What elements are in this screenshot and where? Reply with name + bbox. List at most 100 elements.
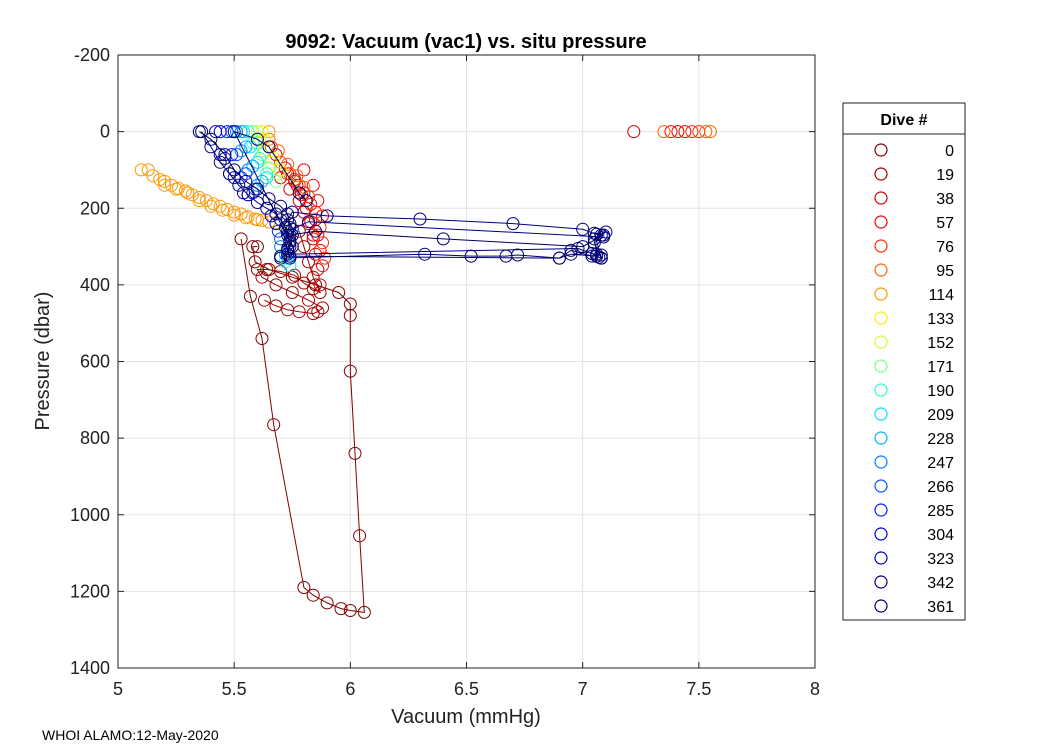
legend-marker xyxy=(874,359,888,373)
data-point xyxy=(192,194,206,208)
data-point xyxy=(283,249,297,263)
x-tick-label: 6 xyxy=(345,679,355,699)
data-point xyxy=(311,305,325,319)
legend-entry: 38 xyxy=(874,191,954,208)
data-point xyxy=(234,171,248,185)
data-point xyxy=(227,171,241,185)
data-point xyxy=(204,199,218,213)
y-tick-label: 400 xyxy=(80,275,110,295)
data-point xyxy=(232,178,246,192)
legend-entry: 57 xyxy=(874,215,954,232)
legend-marker xyxy=(874,527,888,541)
data-point xyxy=(260,263,274,276)
data-point xyxy=(597,228,611,242)
data-point xyxy=(158,178,171,192)
data-point xyxy=(234,207,248,221)
data-point xyxy=(271,144,285,158)
data-point xyxy=(213,199,227,213)
data-point xyxy=(181,186,195,200)
y-tick-label: 1400 xyxy=(70,658,110,678)
data-point xyxy=(255,125,269,139)
data-point xyxy=(353,529,367,543)
data-point xyxy=(292,194,306,208)
data-point xyxy=(257,293,271,307)
data-point xyxy=(239,140,253,154)
data-point xyxy=(302,293,315,307)
data-point xyxy=(304,197,318,211)
legend-entries: 0 19 38 57 76 95 114 133 152 171 190 209 228 247 266 28… xyxy=(874,143,954,616)
data-point xyxy=(262,192,276,206)
data-point xyxy=(297,581,311,594)
legend-marker xyxy=(874,599,888,613)
data-point xyxy=(250,155,264,169)
data-point xyxy=(158,174,171,188)
legend-entry: 323 xyxy=(874,551,954,568)
legend-marker xyxy=(874,311,888,325)
data-point xyxy=(227,125,241,139)
data-point xyxy=(204,140,218,154)
x-axis: 5 5.5 6 6.5 7 7.5 8 xyxy=(113,55,820,699)
data-point xyxy=(306,228,320,242)
data-point xyxy=(269,148,283,162)
data-point xyxy=(206,197,220,211)
legend-marker xyxy=(874,335,888,349)
data-point xyxy=(250,263,264,276)
legend-label: 19 xyxy=(936,167,954,184)
x-tick-label: 5 xyxy=(113,679,123,699)
data-point xyxy=(255,148,269,162)
data-point xyxy=(664,125,678,139)
data-point xyxy=(248,255,262,269)
data-point xyxy=(234,232,248,246)
data-point xyxy=(357,605,371,619)
data-point xyxy=(223,167,236,181)
legend-entry: 114 xyxy=(874,287,954,304)
data-point xyxy=(311,228,325,242)
data-point xyxy=(178,184,192,198)
data-point xyxy=(192,191,206,204)
data-point xyxy=(316,236,329,250)
data-point xyxy=(594,251,608,265)
y-tick-label: 1000 xyxy=(70,505,110,525)
data-point xyxy=(213,125,227,139)
legend-label: 152 xyxy=(927,335,954,352)
legend-entry: 152 xyxy=(874,335,954,352)
data-point xyxy=(241,188,255,202)
data-point xyxy=(436,232,450,246)
data-point xyxy=(316,301,329,315)
legend-marker xyxy=(874,551,888,565)
legend-label: 209 xyxy=(927,407,954,424)
legend-marker xyxy=(874,263,888,277)
legend-entry: 247 xyxy=(874,455,954,472)
data-point xyxy=(306,178,320,192)
data-point xyxy=(250,196,264,209)
data-point xyxy=(552,251,566,265)
data-point xyxy=(285,240,299,254)
data-point xyxy=(246,136,260,150)
data-point xyxy=(246,240,260,254)
data-point xyxy=(255,270,269,284)
data-point xyxy=(564,243,578,257)
data-point xyxy=(250,240,264,254)
series-19 xyxy=(250,224,329,321)
data-point xyxy=(299,194,313,208)
legend-entry: 342 xyxy=(874,575,954,592)
chart-title: 9092: Vacuum (vac1) vs. situ pressure xyxy=(285,31,646,53)
x-tick-label: 7 xyxy=(578,679,588,699)
y-tick-label: 800 xyxy=(80,428,110,448)
data-point xyxy=(318,251,332,265)
data-point xyxy=(685,125,699,139)
data-point xyxy=(283,234,297,248)
y-tick-label: 0 xyxy=(100,122,110,142)
x-axis-label: Vacuum (mmHg) xyxy=(391,706,541,728)
data-point xyxy=(274,199,288,213)
data-point xyxy=(311,263,325,276)
data-point xyxy=(281,207,295,221)
data-point xyxy=(343,297,357,311)
legend-marker xyxy=(874,575,888,589)
data-point xyxy=(241,210,255,224)
data-point xyxy=(250,132,264,146)
data-point xyxy=(678,125,692,139)
data-point xyxy=(269,278,283,292)
data-point xyxy=(564,247,578,261)
legend-label: 38 xyxy=(936,191,954,208)
